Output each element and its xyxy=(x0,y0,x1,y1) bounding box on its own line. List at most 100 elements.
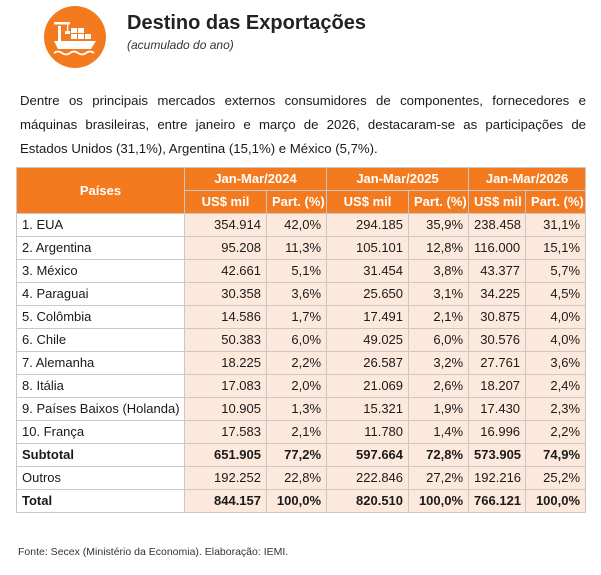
share-2026-cell: 4,5% xyxy=(525,282,587,306)
value-2026-cell: 30.576 xyxy=(468,328,527,352)
subheader-value-2025: US$ mil xyxy=(326,190,410,214)
table-row: 6. Chile 50.383 6,0% 49.025 6,0% 30.576 4,0% xyxy=(16,328,587,352)
value-2025-cell: 820.510 xyxy=(326,489,410,513)
share-2025-cell: 3,8% xyxy=(408,259,470,283)
value-2025-cell: 21.069 xyxy=(326,374,410,398)
share-2026-cell: 2,2% xyxy=(525,420,587,444)
subheader-share-2026: Part. (%) xyxy=(525,190,587,214)
share-2025-cell: 1,9% xyxy=(408,397,470,421)
value-2024-cell: 30.358 xyxy=(184,282,267,306)
value-2024-cell: 844.157 xyxy=(184,489,267,513)
share-2024-cell: 11,3% xyxy=(265,236,328,260)
cargo-ship-icon xyxy=(44,6,106,68)
share-2026-cell: 74,9% xyxy=(525,443,587,467)
share-2026-cell: 31,1% xyxy=(525,213,587,237)
country-cell: 6. Chile xyxy=(16,328,185,352)
subheader-value-2024: US$ mil xyxy=(184,190,267,214)
share-2026-cell: 2,3% xyxy=(525,397,587,421)
table-row: Subtotal 651.905 77,2% 597.664 72,8% 573.905 7… xyxy=(16,443,587,467)
table-row: 10. França 17.583 2,1% 11.780 1,4% 16.996 2,2% xyxy=(16,420,587,444)
source-note: Fonte: Secex (Ministério da Economia). E… xyxy=(18,546,289,558)
value-2026-cell: 116.000 xyxy=(468,236,527,260)
table-row: 8. Itália 17.083 2,0% 21.069 2,6% 18.207 2,4% xyxy=(16,374,587,398)
share-2024-cell: 6,0% xyxy=(265,328,328,352)
country-cell: 3. México xyxy=(16,259,185,283)
share-2026-cell: 100,0% xyxy=(525,489,587,513)
value-2026-cell: 16.996 xyxy=(468,420,527,444)
value-2026-cell: 34.225 xyxy=(468,282,527,306)
share-2024-cell: 2,2% xyxy=(265,351,328,375)
table-row: Outros 192.252 22,8% 222.846 27,2% 192.216 25,… xyxy=(16,466,587,490)
header-period-2024: Jan-Mar/2024 xyxy=(183,167,328,191)
share-2024-cell: 3,6% xyxy=(265,282,328,306)
page-subtitle: (acumulado do ano) xyxy=(127,38,234,52)
share-2024-cell: 100,0% xyxy=(265,489,328,513)
table-row: 9. Países Baixos (Holanda) 10.905 1,3% 15.3… xyxy=(16,397,587,421)
share-2024-cell: 5,1% xyxy=(265,259,328,283)
share-2025-cell: 3,2% xyxy=(408,351,470,375)
country-cell: 10. França xyxy=(16,420,185,444)
value-2026-cell: 192.216 xyxy=(468,466,527,490)
country-cell: 1. EUA xyxy=(16,213,185,237)
value-2024-cell: 95.208 xyxy=(184,236,267,260)
country-cell: 5. Colômbia xyxy=(16,305,185,329)
share-2026-cell: 25,2% xyxy=(525,466,587,490)
value-2026-cell: 27.761 xyxy=(468,351,527,375)
table-row: Total 844.157 100,0% 820.510 100,0% 766.121 10… xyxy=(16,489,587,513)
value-2024-cell: 17.583 xyxy=(184,420,267,444)
value-2026-cell: 30.875 xyxy=(468,305,527,329)
value-2024-cell: 10.905 xyxy=(184,397,267,421)
country-cell: Total xyxy=(16,489,185,513)
subheader-value-2026: US$ mil xyxy=(468,190,527,214)
share-2025-cell: 35,9% xyxy=(408,213,470,237)
exports-table: Países Jan-Mar/2024 Jan-Mar/2025 Jan-Mar… xyxy=(16,167,587,513)
value-2024-cell: 651.905 xyxy=(184,443,267,467)
share-2025-cell: 12,8% xyxy=(408,236,470,260)
value-2025-cell: 26.587 xyxy=(326,351,410,375)
table-row: 2. Argentina 95.208 11,3% 105.101 12,8% 116.0… xyxy=(16,236,587,260)
share-2024-cell: 2,1% xyxy=(265,420,328,444)
share-2025-cell: 3,1% xyxy=(408,282,470,306)
share-2024-cell: 77,2% xyxy=(265,443,328,467)
value-2025-cell: 31.454 xyxy=(326,259,410,283)
subheader-share-2024: Part. (%) xyxy=(265,190,328,214)
share-2026-cell: 4,0% xyxy=(525,305,587,329)
value-2026-cell: 17.430 xyxy=(468,397,527,421)
country-cell: Subtotal xyxy=(16,443,185,467)
country-cell: 2. Argentina xyxy=(16,236,185,260)
share-2025-cell: 27,2% xyxy=(408,466,470,490)
value-2025-cell: 17.491 xyxy=(326,305,410,329)
value-2025-cell: 294.185 xyxy=(326,213,410,237)
page-title: Destino das Exportações xyxy=(127,12,366,34)
table-row: 1. EUA 354.914 42,0% 294.185 35,9% 238.458 31,… xyxy=(16,213,587,237)
table-subheader-row: US$ mil Part. (%) US$ mil Part. (%) US$ … xyxy=(17,190,587,214)
value-2026-cell: 573.905 xyxy=(468,443,527,467)
country-cell: 7. Alemanha xyxy=(16,351,185,375)
value-2024-cell: 50.383 xyxy=(184,328,267,352)
value-2025-cell: 25.650 xyxy=(326,282,410,306)
country-cell: Outros xyxy=(16,466,185,490)
value-2025-cell: 105.101 xyxy=(326,236,410,260)
share-2025-cell: 72,8% xyxy=(408,443,470,467)
header-countries: Países xyxy=(16,167,185,214)
share-2025-cell: 100,0% xyxy=(408,489,470,513)
value-2025-cell: 15.321 xyxy=(326,397,410,421)
table-row: 3. México 42.661 5,1% 31.454 3,8% 43.377 5,7% xyxy=(16,259,587,283)
header-period-2026: Jan-Mar/2026 xyxy=(468,167,587,191)
share-2024-cell: 42,0% xyxy=(265,213,328,237)
value-2024-cell: 354.914 xyxy=(184,213,267,237)
share-2024-cell: 2,0% xyxy=(265,374,328,398)
share-2026-cell: 15,1% xyxy=(525,236,587,260)
table-body: 1. EUA 354.914 42,0% 294.185 35,9% 238.458 31,… xyxy=(16,213,587,513)
share-2024-cell: 22,8% xyxy=(265,466,328,490)
value-2026-cell: 238.458 xyxy=(468,213,527,237)
value-2024-cell: 17.083 xyxy=(184,374,267,398)
intro-paragraph: Dentre os principais mercados externos c… xyxy=(20,93,586,156)
share-2026-cell: 5,7% xyxy=(525,259,587,283)
table-row: 4. Paraguai 30.358 3,6% 25.650 3,1% 34.225 4,5… xyxy=(16,282,587,306)
value-2026-cell: 766.121 xyxy=(468,489,527,513)
table-header-row: Países Jan-Mar/2024 Jan-Mar/2025 Jan-Mar… xyxy=(16,167,587,214)
share-2025-cell: 6,0% xyxy=(408,328,470,352)
share-2025-cell: 1,4% xyxy=(408,420,470,444)
table-row: 7. Alemanha 18.225 2,2% 26.587 3,2% 27.761 3,6… xyxy=(16,351,587,375)
